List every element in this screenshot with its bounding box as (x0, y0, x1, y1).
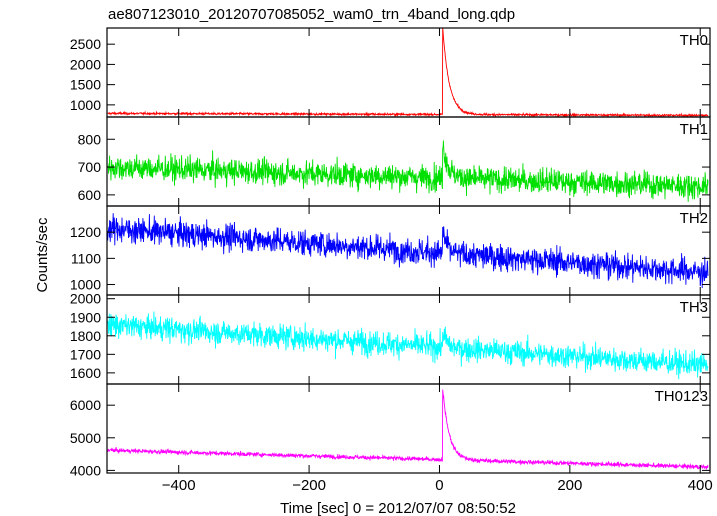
x-axis-label: Time [sec] 0 = 2012/07/07 08:50:52 (280, 500, 516, 516)
panel-name-th1: TH1 (680, 121, 708, 138)
light-curve-th0 (107, 28, 709, 117)
light-curve-th3 (107, 311, 709, 380)
x-tick-label: 400 (688, 477, 713, 494)
panel-name-th2: TH2 (680, 210, 708, 227)
x-tick-label: 200 (557, 477, 582, 494)
panel-th2: 1000 1100 1200 TH2 (70, 205, 711, 296)
y-tick-label-th3: 2000 (70, 291, 101, 307)
light-curve-th0123 (107, 389, 709, 470)
y-tick-label-th1: 800 (78, 131, 102, 147)
y-tick-label-th1: 700 (78, 159, 102, 175)
y-tick-label-th2: 1200 (70, 224, 101, 240)
y-tick-label-th0123: 5000 (70, 430, 101, 446)
y-tick-label-th2: 1000 (70, 277, 101, 293)
chart-title: ae807123010_20120707085052_wam0_trn_4ban… (108, 6, 515, 23)
panel-th1: 600 700 800 TH1 (78, 116, 711, 207)
light-curve-th1 (107, 140, 709, 202)
panel-name-th0: TH0 (680, 32, 708, 49)
x-tick-label: −200 (292, 477, 326, 494)
y-tick-label-th3: 1700 (70, 346, 101, 362)
panel-th3: 1600 1700 1800 1900 2000 TH3 (70, 291, 711, 385)
panel-frame-th0123 (106, 383, 711, 474)
y-tick-label-th0: 1000 (70, 97, 101, 113)
panel-name-th0123: TH0123 (655, 388, 708, 405)
x-tick-label: −400 (162, 477, 196, 494)
y-tick-label-th3: 1600 (70, 365, 101, 381)
light-curve-th2 (107, 213, 709, 289)
y-tick-label-th1: 600 (78, 187, 102, 203)
x-tick-label: 0 (435, 477, 443, 494)
y-tick-label-th0: 2000 (70, 56, 101, 72)
y-tick-label-th0123: 4000 (70, 462, 101, 478)
panel-frame-th0 (106, 27, 711, 118)
y-tick-label-th0: 1500 (70, 77, 101, 93)
panel-th0123: 4000 5000 6000 TH0123 (70, 383, 711, 478)
panel-name-th3: TH3 (680, 299, 708, 316)
y-axis-label: Counts/sec (34, 217, 51, 293)
y-tick-label-th3: 1900 (70, 309, 101, 325)
panel-frame-th3 (106, 294, 711, 385)
y-tick-label-th0123: 6000 (70, 397, 101, 413)
y-tick-label-th2: 1100 (71, 250, 101, 266)
panel-th0: 1000 1500 2000 2500 TH0 (70, 27, 711, 118)
y-tick-label-th0: 2500 (70, 36, 101, 52)
y-tick-label-th3: 1800 (70, 328, 101, 344)
